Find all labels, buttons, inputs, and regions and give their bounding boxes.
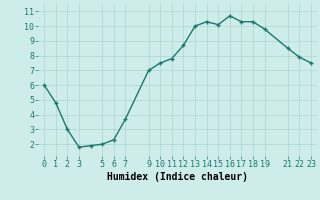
X-axis label: Humidex (Indice chaleur): Humidex (Indice chaleur) <box>107 172 248 182</box>
